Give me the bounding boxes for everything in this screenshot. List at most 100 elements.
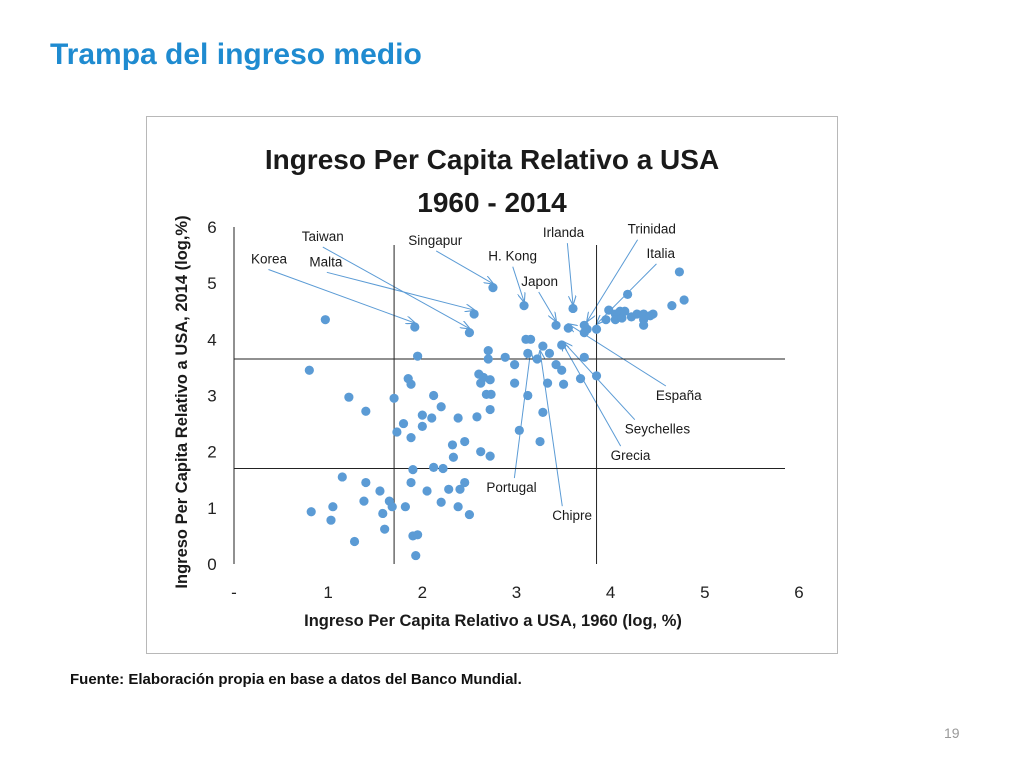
data-point — [460, 436, 470, 447]
data-point — [544, 348, 555, 358]
data-point — [398, 418, 409, 429]
data-point — [444, 484, 454, 494]
annotation-label: Portugal — [486, 480, 536, 495]
data-point — [464, 327, 475, 338]
data-point — [620, 306, 630, 316]
data-point — [375, 486, 385, 496]
data-point — [453, 502, 463, 512]
data-point — [453, 413, 463, 423]
data-point — [411, 550, 421, 561]
data-point — [447, 440, 458, 450]
data-point — [460, 477, 470, 488]
annotation-arrow — [587, 239, 639, 322]
data-point — [485, 451, 495, 461]
data-point — [438, 463, 448, 474]
annotation-label: Malta — [309, 254, 343, 269]
data-point — [359, 496, 369, 506]
data-point — [488, 283, 498, 293]
data-point — [558, 379, 569, 389]
data-point — [304, 365, 314, 375]
data-point — [361, 477, 371, 488]
data-point — [306, 507, 316, 517]
annotation-layer: Korea Taiwan Malta Singapur H. Kong Irlanda Tr… — [251, 222, 702, 523]
annotation-arrow — [326, 271, 474, 310]
data-point — [361, 406, 371, 416]
data-point — [591, 371, 602, 381]
y-tick-label: 4 — [207, 330, 216, 349]
data-point — [535, 436, 545, 447]
y-tick-label: 2 — [207, 443, 216, 462]
data-point — [427, 413, 437, 423]
chart-title-line-1: Ingreso Per Capita Relativo a USA — [265, 144, 719, 175]
data-point — [436, 402, 446, 412]
x-tick-label: 5 — [700, 583, 709, 602]
chart-title-line-2: 1960 - 2014 — [417, 187, 567, 218]
data-point — [639, 320, 649, 330]
data-point — [679, 295, 689, 305]
data-point — [575, 374, 586, 384]
data-point — [422, 486, 432, 496]
data-point — [469, 309, 479, 319]
data-point — [667, 301, 677, 311]
data-point — [551, 320, 561, 330]
slide-title: Trampa del ingreso medio — [50, 38, 422, 71]
data-point — [557, 340, 567, 350]
x-axis-title: Ingreso Per Capita Relativo a USA, 1960 … — [304, 612, 682, 630]
data-point — [408, 465, 418, 475]
data-point — [648, 309, 658, 319]
data-point — [476, 447, 486, 457]
chart-frame: Ingreso Per Capita Relativo a USA 1960 -… — [146, 116, 838, 654]
data-point — [320, 315, 330, 325]
data-point — [429, 390, 439, 401]
annotation-label: Irlanda — [543, 225, 585, 240]
data-point — [413, 530, 423, 540]
annotation-label: Seychelles — [625, 422, 691, 437]
data-point — [413, 351, 423, 361]
data-point — [538, 407, 548, 417]
data-point — [579, 327, 589, 338]
data-point — [387, 502, 397, 512]
annotation-label: Taiwan — [302, 229, 344, 244]
data-point — [410, 322, 420, 332]
y-tick-label: 5 — [207, 274, 216, 293]
data-point — [326, 515, 336, 525]
x-tick-label: 4 — [606, 583, 615, 602]
annotation-label: Italia — [646, 246, 675, 261]
annotation-label: Korea — [251, 252, 288, 267]
annotation-arrow — [322, 246, 470, 329]
data-point — [400, 502, 410, 512]
data-point — [551, 360, 561, 370]
scatter-chart: Ingreso Per Capita Relativo a USA 1960 -… — [173, 144, 804, 630]
x-tick-label: 1 — [323, 583, 332, 602]
x-tick-label: 3 — [512, 583, 521, 602]
data-point — [389, 393, 399, 403]
data-point — [417, 421, 427, 431]
y-tick-label: 1 — [207, 499, 216, 518]
annotation-arrow — [512, 266, 524, 302]
data-point — [523, 348, 533, 358]
data-point — [538, 341, 548, 351]
data-point — [406, 477, 416, 488]
data-point — [448, 452, 459, 462]
data-point — [328, 502, 338, 512]
points-layer — [304, 267, 689, 561]
y-tick-label: 0 — [207, 555, 216, 574]
data-point — [472, 412, 482, 422]
data-point — [532, 354, 542, 364]
annotation-label: Singapur — [408, 233, 463, 248]
x-tick-label: 6 — [794, 583, 803, 602]
data-point — [464, 509, 475, 520]
data-point — [579, 352, 589, 362]
annotation-label: Grecia — [611, 448, 651, 463]
x-tick-label: 2 — [418, 583, 427, 602]
annotation-arrow — [435, 250, 493, 284]
annotation-arrow — [564, 342, 636, 421]
data-point — [523, 390, 533, 401]
data-point — [519, 301, 529, 311]
source-note: Fuente: Elaboración propia en base a dat… — [70, 671, 522, 688]
data-point — [542, 378, 553, 388]
data-point — [557, 365, 567, 375]
data-point — [429, 462, 439, 472]
data-point — [455, 484, 465, 494]
page-number: 19 — [944, 725, 960, 741]
